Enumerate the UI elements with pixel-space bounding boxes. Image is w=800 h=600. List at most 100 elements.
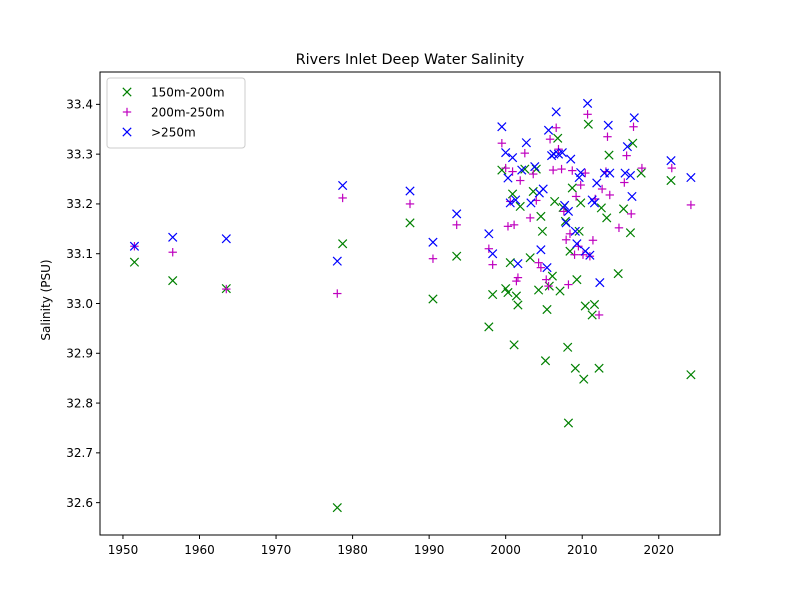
series-200m-250m-point-3 — [333, 289, 342, 298]
series-250m-point-37 — [574, 172, 584, 183]
series-250m-point-4 — [338, 180, 348, 191]
series-150m-200m-point-41 — [574, 226, 584, 236]
series-250m-point-35 — [570, 226, 580, 236]
series-150m-200m-point-19 — [520, 164, 530, 174]
series-250m-point-24 — [542, 263, 552, 273]
series-150m-200m-point-44 — [580, 301, 590, 311]
series-200m-250m-point-12 — [503, 222, 513, 231]
series-150m-200m-point-37 — [565, 246, 575, 256]
series-150m-200m-point-54 — [625, 228, 636, 238]
series-200m-250m-point-50 — [603, 132, 612, 141]
series-150m-200m-point-6 — [428, 294, 438, 304]
series-200m-250m-point-10 — [497, 138, 507, 148]
series-250m-point-45 — [595, 277, 605, 288]
series-200m-250m-point-45 — [588, 236, 598, 245]
y-tick-label: 32.8 — [66, 396, 93, 410]
series-150m-200m-point-5 — [405, 218, 415, 228]
series-150m-200m-point-29 — [547, 271, 557, 281]
series-200m-250m-point-28 — [548, 165, 558, 175]
series-200m-250m-point-25 — [542, 275, 551, 284]
series-200m-250m-point-6 — [428, 254, 438, 263]
legend-label-250m: >250m — [151, 125, 196, 139]
y-tick-label: 33.2 — [66, 197, 93, 211]
x-tick-label: 1960 — [184, 543, 215, 557]
series-200m-250m-point-53 — [620, 178, 629, 187]
series-200m-250m-point-38 — [571, 192, 581, 201]
legend-marker-200m-250m-point-1 — [122, 107, 132, 117]
series-150m-200m-point-56 — [636, 168, 646, 178]
series-200m-250m-point-8 — [484, 244, 494, 253]
series-250m-point-31 — [559, 200, 570, 211]
series-150m-200m-point-21 — [528, 186, 538, 197]
series-250m-point-2 — [221, 234, 231, 244]
series-150m-200m-point-45 — [583, 119, 593, 129]
series-200m-250m-point-5 — [405, 199, 415, 209]
series-150m-200m-point-36 — [563, 418, 574, 428]
series-250m-point-20 — [530, 161, 540, 172]
series-200m-250m-point-44 — [585, 252, 595, 261]
chart-title: Rivers Inlet Deep Water Salinity — [296, 52, 525, 68]
series-200m-250m-point-20 — [525, 213, 535, 223]
series-200m-250m-point-48 — [597, 184, 607, 194]
series-150m-200m-point-32 — [555, 286, 565, 296]
series-150m-200m-point-24 — [536, 211, 546, 222]
series-150m-200m-point-20 — [525, 253, 535, 263]
series-250m-point-33 — [563, 206, 574, 217]
series-150m-200m-point-58 — [686, 370, 696, 380]
series-150m-200m-point-4 — [338, 239, 348, 249]
series-150m-200m-point-16 — [511, 291, 522, 301]
series-150m-200m-point-42 — [576, 198, 586, 208]
series-250m-point-23 — [538, 184, 548, 194]
x-tick-label: 2010 — [567, 543, 598, 557]
series-250m-point-9 — [488, 249, 498, 259]
series-250m-point-17 — [517, 165, 527, 175]
series-250m-point-54 — [666, 155, 676, 166]
series-250m-point-36 — [572, 239, 582, 249]
series-200m-250m-point-40 — [576, 180, 585, 190]
series-150m-200m-point-47 — [589, 299, 600, 310]
legend-marker-150m-200m-point-0 — [122, 87, 132, 97]
series-250m-point-41 — [585, 250, 595, 260]
series-250m-point-52 — [627, 191, 637, 202]
series-250m-point-1 — [168, 232, 178, 242]
series-200m-250m-point-29 — [551, 123, 561, 132]
series-200m-250m-point-1 — [168, 248, 177, 257]
y-tick-label: 32.9 — [66, 347, 93, 361]
series-150m-200m-point-14 — [507, 189, 518, 199]
legend-box — [106, 77, 246, 149]
series-150m-200m-point-38 — [567, 183, 577, 193]
series-200m-250m-point-31 — [557, 164, 566, 174]
series-250m-point-3 — [332, 256, 342, 266]
series-200m-250m-point-32 — [559, 207, 569, 216]
series-150m-200m-point-0 — [129, 257, 140, 267]
series-200m-250m-point-58 — [667, 163, 676, 173]
series-250m-point-55 — [686, 172, 696, 183]
series-200m-250m-point-7 — [452, 220, 461, 230]
series-250m-point-50 — [622, 142, 633, 152]
series-200m-250m-point-21 — [529, 169, 538, 179]
plot-area: 1950 1960 1970 1980 1990 2000 2010 2020 32.6 32.7… — [66, 71, 721, 557]
series-150m-200m-point-46 — [587, 310, 597, 320]
series-250m-point-38 — [576, 167, 586, 178]
series-150m-200m-point-7 — [452, 251, 462, 261]
series-150m-200m-point-17 — [513, 300, 523, 310]
series-250m-point-44 — [592, 178, 602, 188]
series-150m-200m-point-53 — [618, 204, 629, 214]
series-150m-200m-point-25 — [537, 226, 548, 236]
series-200m-250m-point-34 — [564, 280, 573, 289]
series-250m-point-47 — [603, 120, 613, 130]
series-200m-250m-point-43 — [583, 110, 592, 119]
series-150m-200m-point-13 — [505, 258, 515, 268]
series-250m-point-28 — [551, 107, 561, 117]
y-tick-label: 33.4 — [66, 98, 93, 112]
series-150m-200m-point-10 — [497, 165, 507, 175]
series-200m-250m-point-37 — [570, 250, 579, 259]
series-250m-point-34 — [566, 154, 576, 164]
legend: 150m-200m 200m-250m >250m — [106, 77, 246, 149]
series-200m-250m-point-42 — [581, 168, 590, 178]
series-250m-point-6 — [428, 237, 438, 247]
series-150m-200m-point-3 — [332, 502, 342, 513]
series-150m-200m-point-9 — [488, 289, 498, 300]
series-200m-250m-point-59 — [686, 200, 696, 210]
series-150m-200m-point-50 — [602, 213, 612, 223]
